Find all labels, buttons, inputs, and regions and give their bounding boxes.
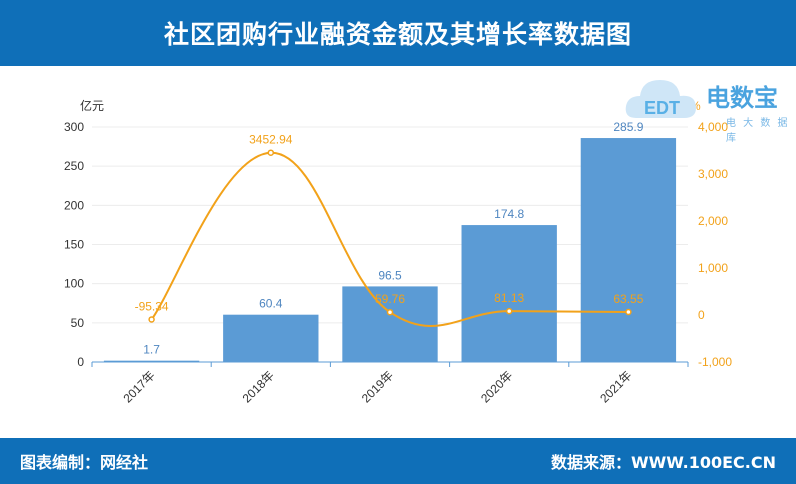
footer-credit: 图表编制：网经社 [20,453,149,472]
growth-value-label: 3452.94 [249,133,293,147]
y-left-tick-label: 100 [64,277,84,291]
growth-point [625,308,632,316]
bar-value-label: 285.9 [613,120,643,134]
logo-brand: 电数宝 [706,84,778,112]
growth-value-label: 81.13 [494,291,524,305]
x-tick-label: 2017年 [120,368,157,405]
y-right-tick-label: 1,000 [698,261,728,275]
x-tick-label: 2018年 [240,368,277,405]
growth-point [148,316,155,323]
bar [580,138,677,362]
footer-bar: 图表编制：网经社 数据来源：WWW.100EC.CN [0,438,796,484]
header-bar: 社区团购行业融资金额及其增长率数据图 [0,0,796,66]
chart: 0 50 100 150 200 250 300 -1,000 0 1,000 2,000 3,000… [64,98,732,405]
growth-point [267,149,275,156]
bar-value-label: 1.7 [143,343,160,357]
growth-value-label: 63.55 [613,292,643,306]
growth-point [386,308,394,316]
y-left-axis-label: 亿元 [80,98,104,113]
y-left-tick-label: 250 [64,159,84,173]
y-left-tick-label: 300 [64,120,84,134]
cloud-logo-icon: EDT [625,80,696,118]
bar [461,225,557,362]
y-right-tick-label: -1,000 [698,355,732,369]
y-left-tick-label: 150 [64,238,84,252]
bar [103,360,200,362]
footer-source: 数据来源：WWW.100EC.CN [550,453,776,472]
x-tick-label: 2021年 [597,368,634,405]
bar [342,286,438,362]
logo: EDT 电数宝 电 大 数 据 库 [622,72,792,144]
y-left-tick-label: 200 [64,198,84,212]
bar-value-label: 96.5 [378,268,402,282]
x-tick-label: 2019年 [359,368,396,405]
bar [223,314,319,362]
bar-value-label: 60.4 [259,297,283,311]
y-left-tick-label: 0 [77,355,84,369]
logo-mark: EDT [644,98,680,118]
growth-value-label: -95.34 [135,299,169,313]
y-right-tick-label: 0 [698,308,705,322]
x-tick-label: 2020年 [478,368,515,405]
chart-title: 社区团购行业融资金额及其增长率数据图 [163,20,632,49]
y-left-tick-label: 50 [71,316,85,330]
bar-value-label: 174.8 [494,207,524,221]
logo-sub: 电 大 数 据 库 [726,118,790,144]
growth-line [150,151,629,327]
y-right-tick-label: 3,000 [698,167,728,181]
growth-point [505,307,513,315]
growth-value-label: 59.76 [375,292,405,306]
y-right-tick-label: 4,000 [698,120,728,134]
y-right-tick-label: 2,000 [698,214,728,228]
